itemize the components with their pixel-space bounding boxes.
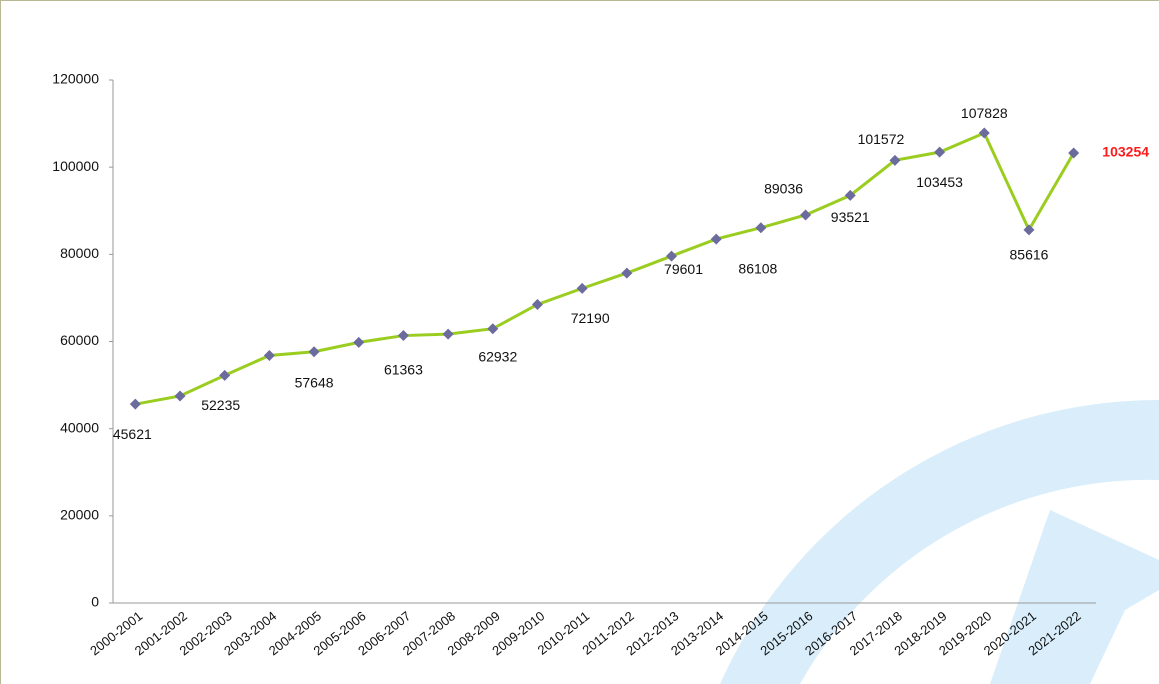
data-label: 89036 [764,181,803,197]
data-label: 72190 [571,310,610,326]
background-decoration [720,399,1159,684]
y-tick-label: 80000 [60,245,99,261]
marker [800,209,812,221]
marker [353,336,365,348]
marker [219,369,231,381]
data-label: 45621 [113,426,152,442]
data-label: 86108 [738,260,777,276]
data-label: 62932 [478,348,517,364]
marker [442,328,454,340]
marker [308,346,320,358]
marker [263,349,275,361]
data-label: 61363 [384,361,423,377]
marker [978,127,990,139]
data-label: 103453 [916,174,963,190]
marker [174,390,186,402]
data-label: 93521 [831,209,870,225]
marker [889,154,901,166]
marker [129,398,141,410]
marker [755,222,767,234]
y-tick-label: 120000 [52,71,99,87]
line [135,131,1075,406]
data-label: 52235 [201,397,240,413]
marker [934,146,946,158]
data-label: 57648 [295,374,334,390]
marker [1023,224,1035,236]
marker [531,298,543,310]
marker [621,267,633,279]
y-tick-label: 60000 [60,332,99,348]
marker [397,330,409,342]
marker [710,233,722,245]
data-label: 85616 [1010,247,1049,263]
marker [487,323,499,335]
marker [1068,147,1080,159]
data-label: 79601 [664,261,703,277]
marker [576,282,588,294]
y-tick-label: 40000 [60,419,99,435]
marker [844,189,856,201]
data-label: 101572 [858,131,905,147]
data-label: 103254 [1102,144,1149,160]
marker [666,250,678,262]
data-label: 107828 [961,105,1008,121]
y-tick-label: 20000 [60,507,99,523]
y-tick-label: 100000 [52,158,99,174]
y-tick-label: 0 [91,594,99,610]
